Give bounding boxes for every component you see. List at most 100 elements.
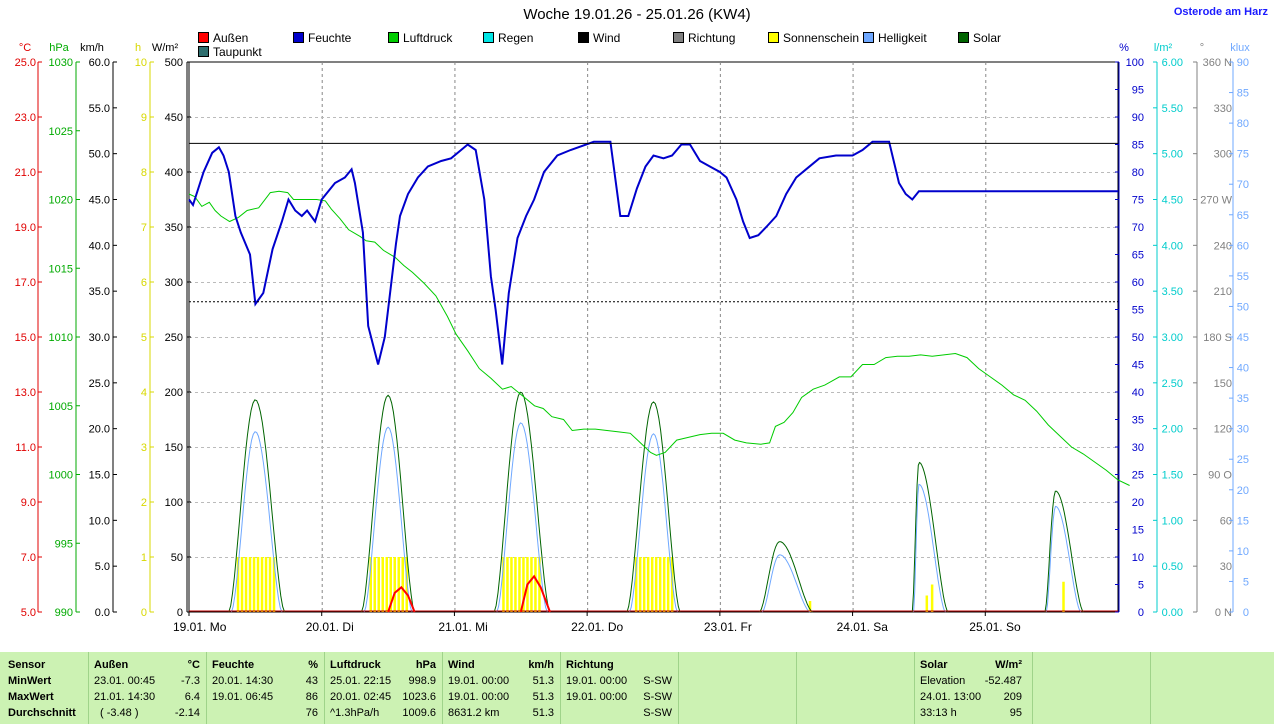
- sunshine-bar: [646, 557, 650, 612]
- legend-richtung: Richtung: [673, 31, 735, 45]
- x-tick-label: 20.01. Di: [306, 620, 354, 634]
- stats-divider: [206, 652, 207, 724]
- y-tick-label: 75: [1132, 195, 1144, 207]
- stats-time: ( -3.48 ): [100, 707, 139, 719]
- y-tick-label: 0.50: [1162, 561, 1183, 573]
- y-tick-label: 450: [165, 112, 183, 124]
- x-tick-label: 19.01. Mo: [173, 620, 227, 634]
- y-tick-label: 1: [141, 552, 147, 564]
- stats-time: 25.01. 22:15: [330, 675, 392, 687]
- stats-value: 51.3: [532, 707, 554, 719]
- y-tick-label: 25.0: [15, 57, 36, 69]
- stats-divider: [1032, 652, 1033, 724]
- y-tick-label: 0 N: [1215, 607, 1232, 619]
- y-tick-label: 9: [141, 112, 147, 124]
- y-tick-label: 60: [1220, 515, 1232, 527]
- y-tick-label: 60.0: [89, 57, 110, 69]
- legend-swatch: [293, 32, 304, 43]
- y-tick-label: 45: [1132, 360, 1144, 372]
- series-aussen-line: [519, 574, 551, 613]
- y-tick-label: 500: [165, 57, 183, 69]
- x-tick-label: 25.01. So: [969, 620, 1021, 634]
- y-tick-label: 0.0: [95, 607, 110, 619]
- y-tick-label: 35: [1237, 393, 1249, 405]
- y-tick-label: 1000: [49, 470, 73, 482]
- sunshine-bar: [930, 584, 934, 612]
- x-tick-label: 23.01. Fr: [704, 620, 752, 634]
- sunshine-bar: [264, 557, 268, 612]
- y-tick-label: 95: [1132, 85, 1144, 97]
- y-tick-label: 13.0: [15, 387, 36, 399]
- sunshine-bar: [244, 557, 248, 612]
- stats-value: S-SW: [643, 691, 672, 703]
- y-tick-label: 3: [141, 442, 147, 454]
- stats-divider: [88, 652, 89, 724]
- stats-value: 1023.6: [402, 691, 436, 703]
- y-tick-label: 45: [1237, 332, 1249, 344]
- y-tick-label: 330: [1214, 103, 1232, 115]
- stats-value: 51.3: [532, 691, 554, 703]
- y-tick-label: 80: [1132, 167, 1144, 179]
- statistics-panel: [0, 652, 1274, 724]
- y-tick-label: 8: [141, 167, 147, 179]
- y-tick-label: 1010: [49, 332, 73, 344]
- stats-value: S-SW: [643, 707, 672, 719]
- sunshine-bar: [240, 557, 244, 612]
- y-tick-label: 20: [1132, 497, 1144, 509]
- y-tick-label: 90 O: [1208, 470, 1232, 482]
- stats-value: 6.4: [184, 691, 200, 703]
- series-solar-line: [228, 391, 1084, 613]
- y-axis-unit: hPa: [49, 42, 69, 54]
- y-tick-label: 10.0: [89, 515, 110, 527]
- legend-feuchte: Feuchte: [293, 31, 351, 45]
- sunshine-bar: [650, 557, 654, 612]
- y-tick-label: 45.0: [89, 195, 110, 207]
- y-tick-label: 10: [1132, 552, 1144, 564]
- y-tick-label: 270 W: [1200, 195, 1232, 207]
- series-luftdruck-line: [188, 190, 1130, 486]
- y-tick-label: 50.0: [89, 149, 110, 161]
- y-tick-label: 3.00: [1162, 332, 1183, 344]
- y-tick-label: 7.0: [21, 552, 36, 564]
- y-tick-label: 30.0: [89, 332, 110, 344]
- stats-label: Elevation: [920, 675, 966, 687]
- legend-swatch: [958, 32, 969, 43]
- y-axis-unit: °C: [19, 42, 31, 54]
- y-tick-label: 5: [1243, 576, 1249, 588]
- stats-distance: 8631.2 km: [448, 707, 500, 719]
- sunshine-bar: [518, 557, 521, 612]
- sunshine-bar: [666, 557, 670, 612]
- y-tick-label: 30: [1220, 561, 1232, 573]
- y-tick-label: 25: [1237, 454, 1249, 466]
- y-axis-unit: W/m²: [152, 42, 179, 54]
- y-tick-label: 21.0: [15, 167, 36, 179]
- y-tick-label: 60: [1237, 240, 1249, 252]
- legend-swatch: [578, 32, 589, 43]
- stats-value: 1009.6: [402, 707, 436, 719]
- y-tick-label: 120: [1214, 424, 1232, 436]
- sunshine-bar: [530, 557, 533, 612]
- y-tick-label: 1005: [49, 401, 73, 413]
- stats-row-label: MaxWert: [8, 691, 54, 703]
- sunshine-bar: [658, 557, 662, 612]
- legend-solar: Solar: [958, 31, 1001, 45]
- stats-value: 86: [305, 691, 318, 703]
- sunshine-bar: [248, 557, 252, 612]
- stats-divider: [678, 652, 679, 724]
- y-tick-label: 55.0: [89, 103, 110, 115]
- stats-divider: [442, 652, 443, 724]
- legend-swatch: [388, 32, 399, 43]
- stats-time: 19.01. 06:45: [212, 691, 274, 703]
- y-tick-label: 4.00: [1162, 240, 1183, 252]
- sunshine-bar: [397, 557, 400, 612]
- sunshine-bar: [514, 557, 517, 612]
- y-tick-label: 3.50: [1162, 286, 1183, 298]
- y-tick-label: 50: [1132, 332, 1144, 344]
- stats-time: 24.01. 13:00: [920, 691, 982, 703]
- sunshine-bar: [808, 601, 812, 612]
- y-tick-label: 0: [1243, 607, 1249, 619]
- y-tick-label: 6: [141, 277, 147, 289]
- legend-regen: Regen: [483, 31, 533, 45]
- sunshine-bar: [260, 557, 264, 612]
- stats-unit: km/h: [528, 659, 554, 671]
